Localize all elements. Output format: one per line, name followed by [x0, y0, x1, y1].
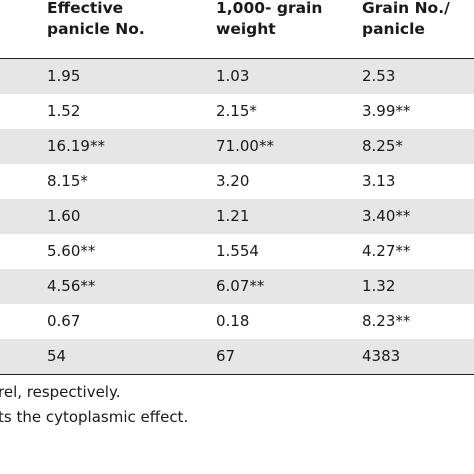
table-cell: 54 [47, 347, 67, 365]
table-cell: 4.56** [47, 277, 96, 295]
table-cell: 8.25* [362, 137, 403, 155]
table-header: Effective panicle No. 1,000- grain weigh… [0, 0, 474, 59]
table-cell: 1.03 [216, 67, 250, 85]
header-line: 1,000- grain [216, 0, 323, 17]
header-grain-no: Grain No./ panicle [362, 0, 450, 40]
table-row: 4.56** 6.07** 1.32 [0, 269, 474, 304]
header-grain-weight: 1,000- grain weight [216, 0, 322, 40]
table-footnotes: rel, respectively. ts the cytoplasmic ef… [0, 380, 188, 430]
table-cell: 1.21 [216, 207, 250, 225]
table-cell: 67 [216, 347, 236, 365]
header-line: Effective [47, 0, 124, 17]
table-row: 1.52 2.15* 3.99** [0, 94, 474, 129]
table-cell: 5.60** [47, 242, 96, 260]
table-cell: 2.15* [216, 102, 257, 120]
table-cell: 3.20 [216, 172, 250, 190]
table-cell: 1.554 [216, 242, 259, 260]
footnote: ts the cytoplasmic effect. [0, 408, 189, 426]
table-cell: 1.95 [47, 67, 81, 85]
table-cell: 2.53 [362, 67, 396, 85]
header-effective-panicle: Effective panicle No. [47, 0, 145, 40]
table-cell: 4383 [362, 347, 401, 365]
table-cell: 1.32 [362, 277, 396, 295]
header-line: weight [216, 20, 276, 38]
table-cell: 0.67 [47, 312, 81, 330]
table-row: 0.67 0.18 8.23** [0, 304, 474, 339]
data-table: Effective panicle No. 1,000- grain weigh… [0, 0, 474, 375]
table-row: 16.19** 71.00** 8.25* [0, 129, 474, 164]
table-row: 1.60 1.21 3.40** [0, 199, 474, 234]
table-cell: 3.99** [362, 102, 411, 120]
table-row: 5.60** 1.554 4.27** [0, 234, 474, 269]
table-cell: 4.27** [362, 242, 411, 260]
table-cell: 71.00** [216, 137, 274, 155]
header-line: panicle No. [47, 20, 145, 38]
header-line: panicle [362, 20, 425, 38]
table-cell: 8.23** [362, 312, 411, 330]
header-line: Grain No./ [362, 0, 450, 17]
table-cell: 3.13 [362, 172, 396, 190]
table-row: 8.15* 3.20 3.13 [0, 164, 474, 199]
table-cell: 3.40** [362, 207, 411, 225]
table-cell: 16.19** [47, 137, 105, 155]
footnote: rel, respectively. [0, 383, 121, 401]
table-cell: 1.52 [47, 102, 81, 120]
table-bottom-rule [0, 374, 474, 375]
table-cell: 8.15* [47, 172, 88, 190]
table-cell: 6.07** [216, 277, 265, 295]
table-cell: 0.18 [216, 312, 250, 330]
table-row: 1.95 1.03 2.53 [0, 59, 474, 94]
table-row: 54 67 4383 [0, 339, 474, 374]
table-cell: 1.60 [47, 207, 81, 225]
